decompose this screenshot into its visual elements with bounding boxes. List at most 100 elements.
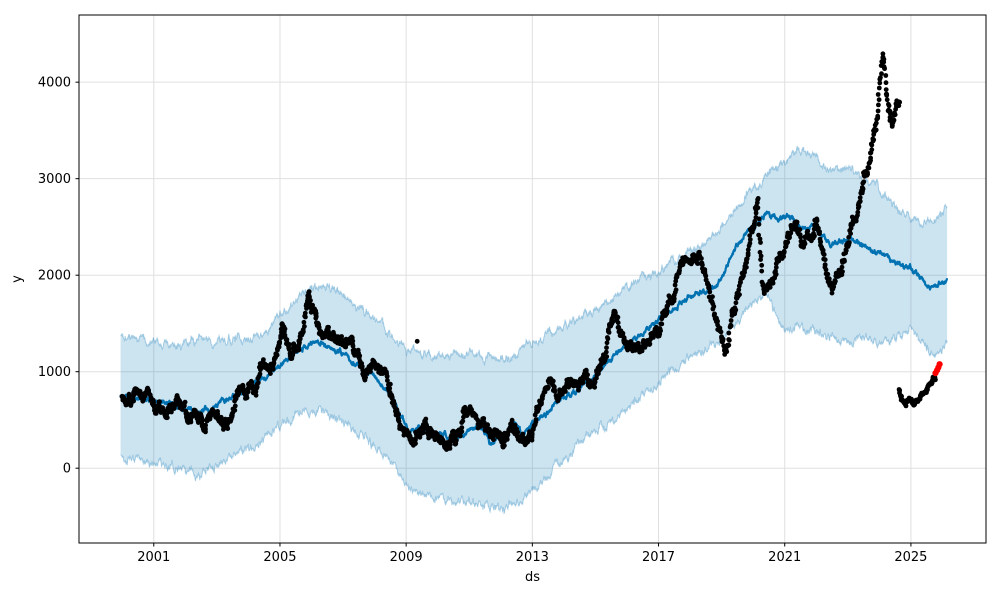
observed-point — [413, 441, 418, 446]
observed-point — [509, 417, 515, 423]
observed-point — [520, 431, 526, 437]
observed-point — [545, 385, 551, 390]
observed-point — [481, 416, 486, 422]
observed-point — [798, 234, 803, 240]
observed-point — [253, 392, 259, 398]
observed-point — [757, 236, 763, 242]
observed-point — [253, 389, 258, 395]
observed-point — [855, 209, 861, 215]
observed-point — [249, 380, 255, 385]
observed-point — [861, 179, 867, 185]
observed-point — [770, 280, 776, 286]
observed-point — [659, 321, 665, 327]
observed-point — [832, 278, 838, 283]
observed-point — [664, 311, 670, 316]
observed-point — [756, 232, 761, 238]
observed-point — [933, 377, 938, 383]
observed-point — [755, 205, 761, 211]
observed-point — [884, 97, 890, 103]
observed-point — [604, 354, 610, 359]
observed-point — [794, 219, 800, 225]
observed-point — [889, 124, 895, 129]
observed-point — [744, 260, 749, 265]
observed-point — [880, 51, 886, 57]
observed-point — [886, 103, 892, 109]
observed-point — [533, 417, 539, 422]
observed-point — [275, 344, 281, 350]
observed-point — [747, 233, 753, 239]
observed-point — [887, 108, 893, 114]
observed-point — [752, 218, 758, 224]
observed-point — [755, 196, 761, 201]
observed-point — [454, 438, 459, 443]
observed-point — [695, 261, 700, 266]
observed-point — [349, 334, 355, 340]
observed-point — [339, 334, 344, 339]
observed-point — [225, 426, 231, 431]
observed-point — [255, 380, 261, 386]
x-tick-label: 2001 — [137, 550, 170, 565]
x-tick-label: 2021 — [768, 550, 801, 565]
observed-point — [744, 264, 749, 270]
observed-point — [822, 257, 828, 263]
y-axis: 0 1000 2000 3000 4000 y — [10, 76, 79, 477]
observed-point — [610, 319, 616, 324]
observed-point — [822, 262, 828, 268]
observed-point — [177, 398, 182, 404]
observed-point — [839, 264, 845, 270]
observed-point — [881, 59, 887, 65]
observed-point — [738, 279, 743, 285]
observed-point — [529, 430, 535, 436]
observed-point — [843, 248, 849, 254]
observed-point — [829, 290, 835, 296]
observed-point — [758, 253, 764, 259]
observed-point — [857, 195, 863, 201]
observed-point — [724, 349, 730, 355]
observed-point — [728, 323, 734, 329]
plot-data-layer — [119, 51, 948, 515]
observed-point — [816, 231, 822, 236]
observed-point — [757, 249, 763, 255]
observed-point — [707, 289, 713, 295]
observed-point — [550, 378, 556, 384]
observed-point — [592, 384, 598, 390]
x-tick-label: 2013 — [516, 550, 549, 565]
band-lower-edge — [120, 291, 948, 515]
observed-point — [462, 405, 468, 411]
observed-point — [447, 446, 453, 451]
observed-point — [718, 329, 724, 335]
observed-point — [847, 240, 852, 245]
observed-point — [875, 108, 881, 114]
observed-point — [840, 269, 845, 274]
observed-point — [297, 340, 302, 345]
observed-point — [396, 412, 401, 417]
observed-point — [551, 384, 557, 390]
x-tick-label: 2017 — [642, 550, 675, 565]
observed-point — [781, 249, 787, 254]
observed-point — [277, 339, 283, 345]
observed-point — [756, 216, 762, 222]
observed-point — [871, 137, 877, 143]
observed-point — [897, 99, 902, 105]
x-axis: 2001 2005 2009 2013 2017 2021 2025 ds — [137, 543, 927, 585]
outlier-point — [414, 338, 420, 344]
observed-point — [612, 308, 618, 314]
observed-point — [306, 293, 312, 299]
observed-point — [728, 318, 734, 323]
observed-point — [869, 142, 875, 148]
observed-point — [801, 239, 807, 245]
observed-point — [841, 257, 847, 263]
observed-point — [604, 345, 609, 351]
observed-point — [287, 342, 293, 347]
observed-point — [773, 265, 779, 270]
observed-point — [181, 403, 187, 409]
observed-point — [306, 289, 312, 294]
observed-point — [665, 303, 671, 309]
observed-point — [797, 227, 803, 232]
observed-point — [605, 335, 610, 340]
observed-point — [747, 237, 753, 242]
observed-point — [825, 271, 831, 277]
observed-point — [732, 305, 738, 311]
observed-point — [313, 315, 319, 321]
